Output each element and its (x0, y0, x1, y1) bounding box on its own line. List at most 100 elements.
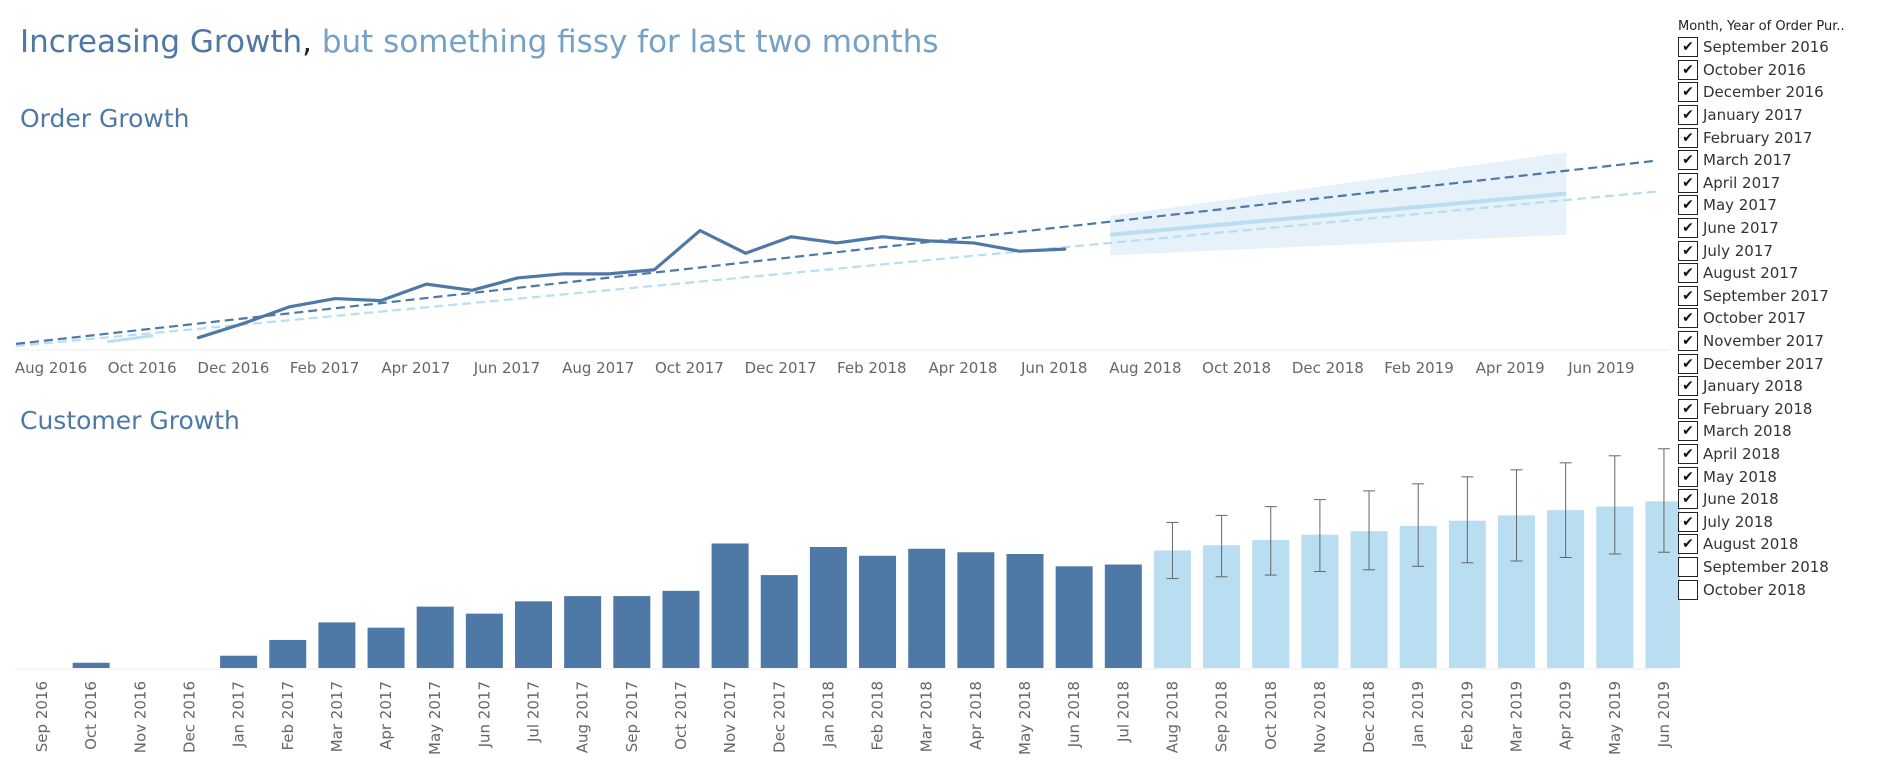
checked-checkbox[interactable]: ✔ (1678, 195, 1698, 216)
filter-item[interactable]: ✔ October 2016 (1678, 59, 1878, 82)
customer-x-tick-label: Jan 2019 (1409, 681, 1427, 748)
checked-checkbox[interactable]: ✔ (1678, 105, 1698, 126)
trend-line-light (15, 190, 1658, 348)
filter-item[interactable]: ✔ April 2017 (1678, 172, 1878, 195)
order-x-tick-label: Jun 2019 (1567, 359, 1634, 377)
customer-x-tick-label: Mar 2019 (1508, 681, 1526, 752)
trend-line-dark (15, 159, 1658, 345)
filter-item[interactable]: ✔ June 2017 (1678, 217, 1878, 240)
checked-checkbox[interactable]: ✔ (1678, 511, 1698, 532)
filter-item[interactable]: ✔ April 2018 (1678, 443, 1878, 466)
filter-item[interactable]: ✔ May 2017 (1678, 194, 1878, 217)
checked-checkbox[interactable]: ✔ (1678, 353, 1698, 374)
checked-checkbox[interactable]: ✔ (1678, 443, 1698, 464)
checked-checkbox[interactable]: ✔ (1678, 534, 1698, 555)
customer-x-tick-label: Aug 2018 (1163, 681, 1181, 753)
filter-item[interactable]: ✔ October 2017 (1678, 307, 1878, 330)
forecast-bar (1645, 501, 1680, 668)
checked-checkbox[interactable]: ✔ (1678, 240, 1698, 261)
customer-x-tick-label: Apr 2018 (967, 681, 985, 750)
filter-item[interactable]: ✔ December 2016 (1678, 81, 1878, 104)
filter-item[interactable]: ✔ February 2018 (1678, 398, 1878, 421)
checked-checkbox[interactable]: ✔ (1678, 127, 1698, 148)
checked-checkbox[interactable]: ✔ (1678, 37, 1698, 58)
filter-item-label: September 2016 (1703, 38, 1829, 57)
customer-x-tick-label: Jun 2017 (475, 681, 493, 748)
filter-item-label: May 2017 (1703, 196, 1777, 215)
order-x-tick-label: Dec 2017 (745, 359, 817, 377)
order-x-tick-label: Jun 2017 (473, 359, 540, 377)
checked-checkbox[interactable]: ✔ (1678, 398, 1698, 419)
customer-bar (711, 543, 749, 668)
filter-item[interactable]: ✔ December 2017 (1678, 352, 1878, 375)
customer-bar (220, 655, 258, 668)
unchecked-checkbox[interactable] (1678, 579, 1698, 600)
checked-checkbox[interactable]: ✔ (1678, 421, 1698, 442)
customer-bar (72, 662, 110, 668)
customer-bar (1104, 564, 1142, 668)
customer-x-tick-label: Sep 2017 (623, 681, 641, 752)
checked-checkbox[interactable]: ✔ (1678, 263, 1698, 284)
customer-x-tick-label: Aug 2017 (574, 681, 592, 753)
filter-item[interactable]: ✔ January 2017 (1678, 104, 1878, 127)
filter-item[interactable]: ✔ July 2017 (1678, 239, 1878, 262)
order-x-tick-label: Dec 2016 (197, 359, 269, 377)
customer-growth-chart: Sep 2016 Oct 2016 Nov 2016 Dec 2016 Jan 2017… (14, 448, 1680, 755)
filter-item-label: March 2017 (1703, 151, 1792, 170)
checked-checkbox[interactable]: ✔ (1678, 308, 1698, 329)
customer-x-tick-label: Mar 2017 (328, 681, 346, 752)
checked-checkbox[interactable]: ✔ (1678, 218, 1698, 239)
filter-item-label: November 2017 (1703, 332, 1824, 351)
filter-item[interactable]: ✔ August 2018 (1678, 533, 1878, 556)
dashboard-title: Increasing Growth, but something fissy f… (20, 24, 939, 60)
checked-checkbox[interactable]: ✔ (1678, 59, 1698, 80)
checked-checkbox[interactable]: ✔ (1678, 150, 1698, 171)
filter-item[interactable]: ✔ July 2018 (1678, 510, 1878, 533)
order-x-tick-label: Jun 2018 (1020, 359, 1087, 377)
filter-item-label: August 2018 (1703, 535, 1799, 554)
filter-item[interactable]: ✔ March 2018 (1678, 420, 1878, 443)
customer-x-tick-label: Nov 2016 (131, 681, 149, 753)
customer-x-tick-label: Jun 2018 (1065, 681, 1083, 748)
customer-x-tick-label: Sep 2018 (1213, 681, 1231, 752)
customer-bar (367, 627, 405, 668)
filter-item-label: August 2017 (1703, 264, 1799, 283)
order-x-tick-label: Oct 2018 (1202, 359, 1271, 377)
customer-x-tick-label: Oct 2018 (1262, 681, 1280, 750)
customer-bar (564, 596, 602, 668)
filter-item-label: June 2017 (1703, 219, 1779, 238)
filter-item[interactable]: ✔ September 2016 (1678, 36, 1878, 59)
customer-x-tick-label: May 2017 (426, 681, 444, 755)
unchecked-checkbox[interactable] (1678, 556, 1698, 577)
checked-checkbox[interactable]: ✔ (1678, 466, 1698, 487)
filter-item-label: October 2018 (1703, 580, 1806, 599)
checked-checkbox[interactable]: ✔ (1678, 331, 1698, 352)
customer-x-tick-label: Jul 2017 (525, 681, 543, 743)
filter-item[interactable]: ✔ November 2017 (1678, 330, 1878, 353)
checked-checkbox[interactable]: ✔ (1678, 489, 1698, 510)
filter-item[interactable]: ✔ June 2018 (1678, 488, 1878, 511)
order-growth-title: Order Growth (20, 104, 190, 133)
checked-checkbox[interactable]: ✔ (1678, 82, 1698, 103)
customer-x-tick-label: Mar 2018 (918, 681, 936, 752)
filter-list: ✔ September 2016 ✔ October 2016 ✔ December 20… (1678, 36, 1878, 601)
filter-item-label: February 2017 (1703, 128, 1813, 147)
filter-item-label: October 2017 (1703, 309, 1806, 328)
checked-checkbox[interactable]: ✔ (1678, 285, 1698, 306)
checked-checkbox[interactable]: ✔ (1678, 376, 1698, 397)
filter-item-label: January 2018 (1703, 377, 1803, 396)
filter-item[interactable]: October 2018 (1678, 578, 1878, 601)
filter-title: Month, Year of Order Pur.. (1678, 19, 1845, 34)
order-x-tick-label: Aug 2018 (1109, 359, 1181, 377)
filter-item[interactable]: ✔ January 2018 (1678, 375, 1878, 398)
order-x-tick-label: Feb 2019 (1384, 359, 1454, 377)
filter-item[interactable]: ✔ February 2017 (1678, 126, 1878, 149)
filter-item[interactable]: ✔ August 2017 (1678, 262, 1878, 285)
customer-x-tick-label: Jun 2019 (1655, 681, 1673, 748)
filter-item[interactable]: ✔ May 2018 (1678, 465, 1878, 488)
filter-item[interactable]: ✔ March 2017 (1678, 149, 1878, 172)
customer-bar (269, 639, 307, 668)
checked-checkbox[interactable]: ✔ (1678, 172, 1698, 193)
filter-item[interactable]: September 2018 (1678, 556, 1878, 579)
filter-item[interactable]: ✔ September 2017 (1678, 285, 1878, 308)
